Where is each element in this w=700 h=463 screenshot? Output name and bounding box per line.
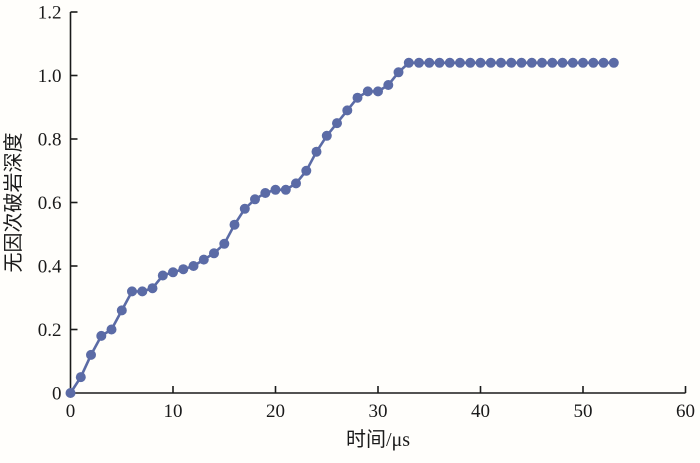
series-line bbox=[69, 61, 616, 395]
y-tick-label: 1.2 bbox=[38, 3, 62, 24]
data-point-marker bbox=[547, 57, 558, 68]
x-tick-label: 60 bbox=[676, 401, 695, 422]
data-point-marker bbox=[75, 372, 86, 383]
data-point-marker bbox=[444, 57, 455, 68]
data-point-marker bbox=[301, 165, 312, 176]
data-point-marker bbox=[127, 286, 137, 297]
data-point-marker bbox=[608, 57, 619, 68]
data-point-marker bbox=[403, 57, 414, 68]
data-point-marker bbox=[86, 349, 96, 360]
data-point-marker bbox=[465, 57, 476, 68]
y-tick-label: 0.2 bbox=[38, 320, 62, 341]
x-tick-label: 40 bbox=[471, 401, 490, 422]
data-point-marker bbox=[178, 264, 189, 275]
y-tick-label: 0.4 bbox=[38, 257, 62, 278]
x-tick-label: 50 bbox=[574, 401, 593, 422]
data-point-marker bbox=[414, 57, 424, 68]
axes bbox=[69, 12, 686, 394]
data-point-marker bbox=[455, 57, 465, 68]
data-point-marker bbox=[383, 80, 394, 90]
axis-ticks bbox=[70, 11, 687, 393]
x-tick-label: 10 bbox=[164, 401, 183, 422]
data-point-marker bbox=[332, 118, 342, 129]
data-point-marker bbox=[506, 57, 517, 68]
data-point-marker bbox=[526, 57, 537, 68]
data-point-marker bbox=[475, 57, 486, 68]
data-point-marker bbox=[598, 57, 609, 68]
data-point-marker bbox=[373, 86, 383, 97]
data-point-marker bbox=[537, 57, 547, 68]
x-tick-label: 20 bbox=[266, 401, 285, 422]
data-point-marker bbox=[280, 184, 291, 195]
data-point-marker bbox=[65, 388, 76, 398]
data-point-marker bbox=[588, 57, 599, 68]
y-tick-label: 0.8 bbox=[38, 130, 62, 151]
data-point-marker bbox=[516, 57, 527, 68]
data-point-marker bbox=[219, 238, 230, 249]
data-point-marker bbox=[106, 324, 117, 335]
y-tick-label: 0 bbox=[52, 384, 62, 405]
data-point-marker bbox=[137, 286, 148, 297]
data-point-marker bbox=[485, 57, 496, 68]
data-point-marker bbox=[321, 130, 332, 141]
data-point-marker bbox=[567, 57, 578, 68]
data-point-marker bbox=[424, 57, 435, 68]
data-point-marker bbox=[116, 305, 127, 316]
data-point-marker bbox=[239, 203, 250, 214]
data-point-marker bbox=[229, 219, 240, 230]
data-point-marker bbox=[198, 254, 209, 265]
data-point-marker bbox=[434, 57, 445, 68]
data-point-marker bbox=[168, 267, 178, 278]
data-point-marker bbox=[393, 67, 404, 78]
data-point-marker bbox=[260, 188, 271, 198]
data-point-marker bbox=[157, 270, 168, 281]
x-axis-title: 时间/μs bbox=[346, 428, 410, 451]
data-point-marker bbox=[209, 248, 219, 259]
data-point-marker bbox=[352, 92, 363, 103]
data-point-marker bbox=[311, 146, 322, 157]
data-series bbox=[65, 57, 619, 398]
data-point-marker bbox=[147, 283, 158, 294]
data-point-marker bbox=[362, 86, 373, 97]
x-tick-label: 30 bbox=[369, 401, 388, 422]
y-tick-label: 1.0 bbox=[38, 66, 62, 87]
data-point-marker bbox=[270, 184, 281, 195]
data-point-marker bbox=[188, 261, 199, 271]
data-point-marker bbox=[96, 330, 107, 341]
data-point-marker bbox=[342, 105, 353, 116]
data-point-marker bbox=[496, 57, 506, 68]
x-tick-label: 0 bbox=[66, 401, 76, 422]
y-tick-label: 0.6 bbox=[38, 193, 62, 214]
data-point-marker bbox=[578, 57, 588, 68]
data-point-marker bbox=[291, 178, 301, 189]
tick-labels: 0 10 20 30 40 50 60 0 0.2 0.4 0.6 0.8 1.0 1.2 bbox=[38, 3, 695, 423]
y-axis-title: 无因次破岩深度 bbox=[2, 133, 25, 273]
data-point-marker bbox=[557, 57, 568, 68]
data-point-marker bbox=[250, 194, 260, 205]
